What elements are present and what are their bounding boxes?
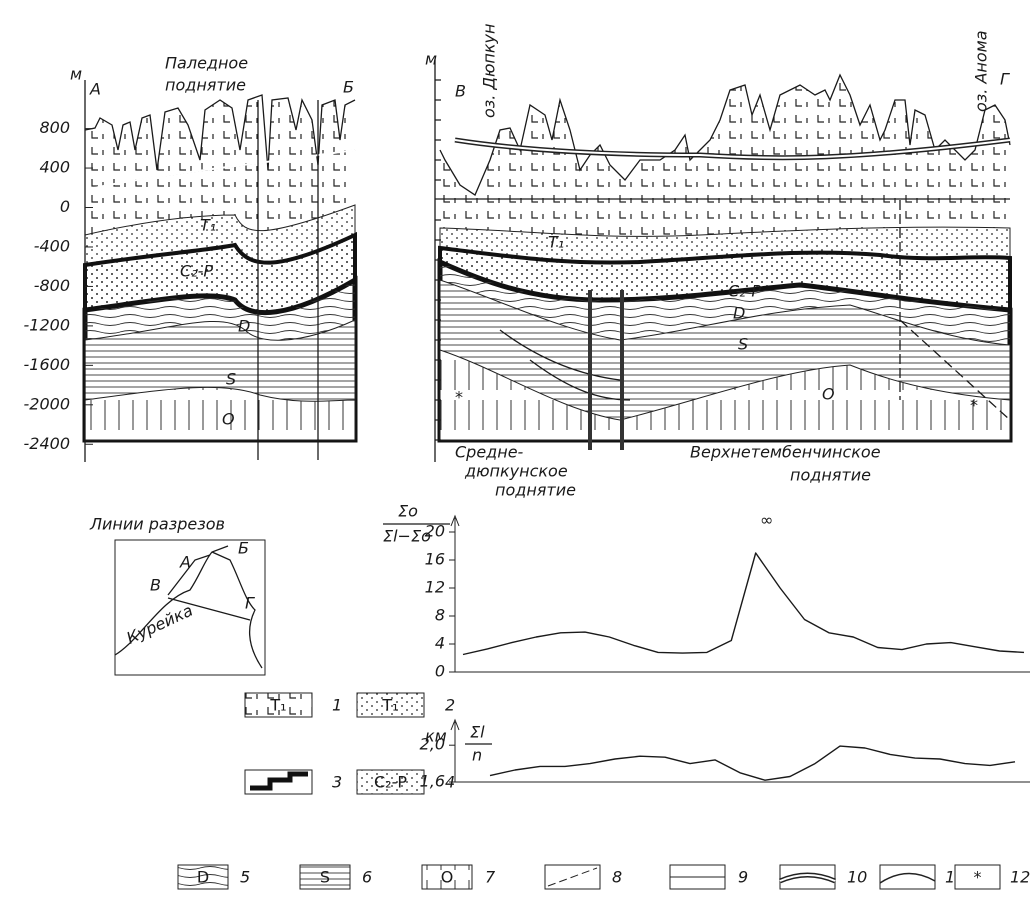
legend-symbol-text: C₂-P xyxy=(374,773,407,792)
y-tick-label: -1200 xyxy=(24,315,71,334)
layer-label: D xyxy=(238,317,250,336)
layer-label: C₂-P xyxy=(180,262,213,281)
legend-number: 7 xyxy=(485,868,496,887)
uplift-label: дюпкунское xyxy=(464,462,568,481)
legend-symbol-text: O xyxy=(441,868,454,887)
y-tick-label: 800 xyxy=(39,118,70,137)
legend-number: 9 xyxy=(738,868,748,887)
inset-label: Б xyxy=(238,539,249,558)
inset-title: Линии разрезов xyxy=(89,515,225,534)
legend-symbol-text: T₁ xyxy=(269,696,286,715)
legend-symbol-text: S xyxy=(320,868,330,887)
uplift-label: Верхнетембенчинское xyxy=(690,443,881,462)
section-vg: м В Г оз. Дюпкун оз. Анома T₁ C₂-P D S O… xyxy=(425,24,1010,500)
uplift-label: Средне- xyxy=(455,443,524,462)
y-tick-label: -2000 xyxy=(24,394,71,413)
river-label: Курейка xyxy=(124,601,196,648)
unit: м xyxy=(70,65,82,84)
layer-label: T₁ xyxy=(200,216,216,235)
y-tick-label: 400 xyxy=(39,158,70,177)
legend-number: 6 xyxy=(362,868,372,887)
inset-label: Г xyxy=(245,594,255,613)
layer-label: D xyxy=(733,304,745,323)
legend-symbol-text: D xyxy=(197,868,209,887)
y-tick-label: 0 xyxy=(435,662,445,681)
star: * xyxy=(455,388,463,407)
lake-label: оз. Анома xyxy=(972,30,991,112)
layer-label: O xyxy=(222,410,235,429)
legend-number: 12 xyxy=(1010,868,1030,887)
point-label: В xyxy=(455,82,466,101)
legend-number: 5 xyxy=(240,868,250,887)
uplift-label: поднятие xyxy=(495,481,576,500)
legend-number: 1 xyxy=(332,696,342,715)
layer-label: C₂-P xyxy=(728,282,761,301)
layer-label: S xyxy=(738,335,748,354)
figure: м А Б Паледное поднятие T₁ C₂-P D S O 80… xyxy=(0,0,1033,917)
point-label: А xyxy=(89,80,101,99)
point-label: Б xyxy=(343,78,354,97)
point-label: Г xyxy=(1000,70,1010,89)
unit: м xyxy=(425,50,437,69)
inset-map: Линии разрезов А Б В Г Курейка xyxy=(89,515,265,676)
legend-symbol-text: T₁ xyxy=(381,696,398,715)
y-tick-label: 12 xyxy=(425,578,445,597)
legend-symbol-text: * xyxy=(974,868,982,887)
y-tick-label: 2,0 xyxy=(420,735,445,754)
lake-label: оз. Дюпкун xyxy=(480,24,499,119)
legend-number: 4 xyxy=(445,773,455,792)
legend-number: 10 xyxy=(847,868,867,887)
layer-label: T₁ xyxy=(548,233,564,252)
legend-number: 3 xyxy=(332,773,342,792)
y-tick-label: -800 xyxy=(34,276,70,295)
uplift-label: поднятие xyxy=(790,466,871,485)
legend-number: 8 xyxy=(612,868,622,887)
y-label: Σo xyxy=(398,502,418,521)
title: Паледное xyxy=(165,54,248,73)
data-line xyxy=(490,746,1015,780)
inset-label: В xyxy=(150,576,161,595)
y-tick-label: 8 xyxy=(435,606,445,625)
y-tick-label: -1600 xyxy=(24,355,71,374)
inset-label: А xyxy=(179,553,191,572)
y-tick-label: -400 xyxy=(34,236,70,255)
y-label: Σl xyxy=(470,723,485,742)
annotation: ∞ xyxy=(760,511,773,530)
data-line xyxy=(463,553,1024,655)
title: поднятие xyxy=(165,76,246,95)
y-tick-label: 20 xyxy=(425,522,445,541)
y-tick-label: 16 xyxy=(425,550,445,569)
y-tick-label: 4 xyxy=(435,634,445,653)
layer-label: S xyxy=(226,370,236,389)
star: * xyxy=(970,396,978,415)
y-tick-label: 0 xyxy=(60,197,70,216)
layer-label: O xyxy=(822,385,835,404)
y-label: n xyxy=(472,746,482,765)
y-tick-label: -2400 xyxy=(24,434,71,453)
section-ab: м А Б Паледное поднятие T₁ C₂-P D S O 80… xyxy=(24,54,356,463)
legend-number: 2 xyxy=(445,696,455,715)
thickness-chart: км Σl n 2,01,6 xyxy=(420,720,1030,791)
